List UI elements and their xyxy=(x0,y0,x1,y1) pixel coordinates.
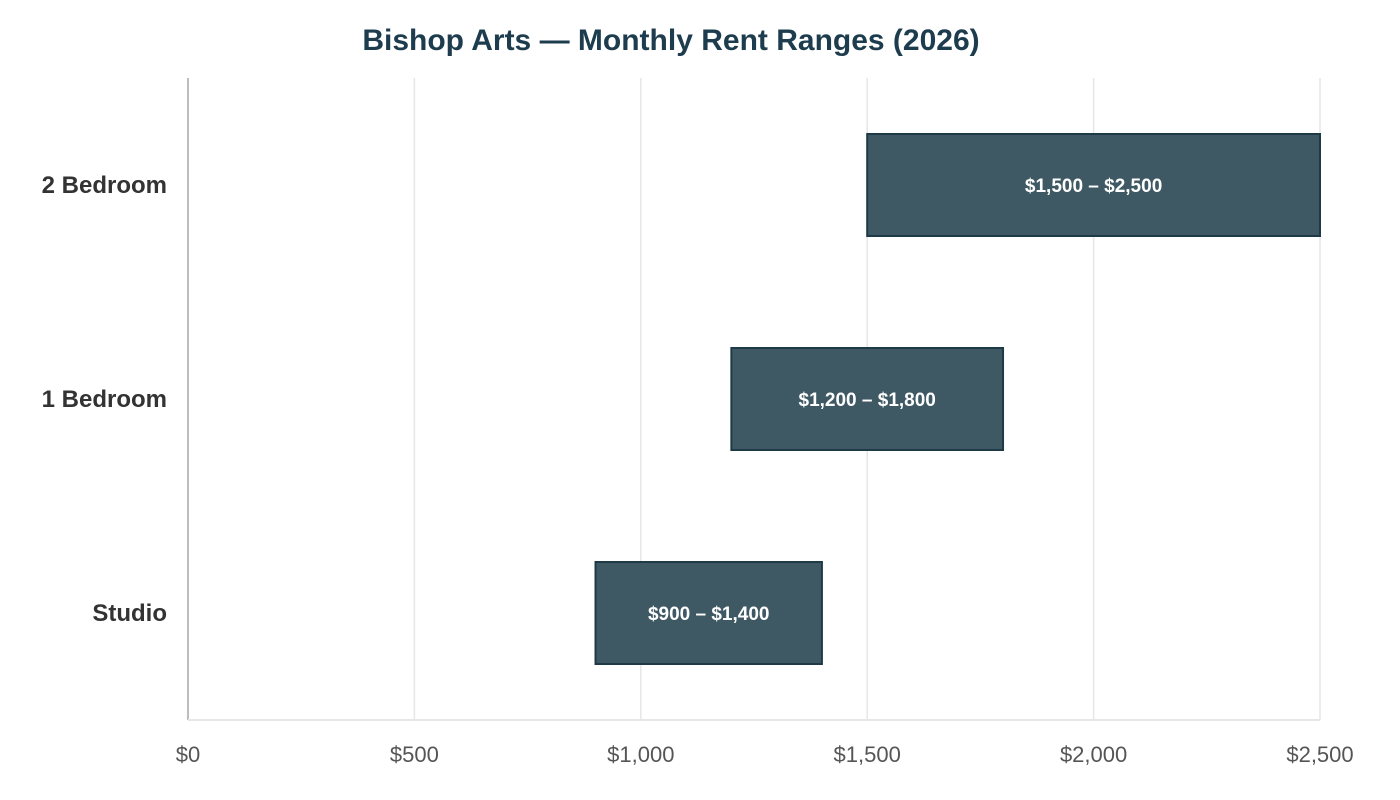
x-tick-label: $2,500 xyxy=(1286,742,1353,767)
x-tick-label: $2,000 xyxy=(1060,742,1127,767)
x-tick-label: $0 xyxy=(176,742,200,767)
x-tick-label: $1,500 xyxy=(834,742,901,767)
x-tick-label: $500 xyxy=(390,742,439,767)
category-label: Studio xyxy=(92,600,167,627)
category-label: 2 Bedroom xyxy=(42,172,167,199)
range-bar xyxy=(594,561,823,665)
labels: $0 $500 $1,000 $1,500 $2,000 $2,500 Studio $900… xyxy=(42,172,1354,767)
range-bar xyxy=(730,347,1005,451)
bar-data-label: $1,500 – $2,500 xyxy=(1025,176,1162,197)
bar-data-label: $900 – $1,400 xyxy=(648,604,770,625)
range-bar xyxy=(866,133,1321,237)
category-label: 1 Bedroom xyxy=(42,386,167,413)
x-tick-label: $1,000 xyxy=(607,742,674,767)
chart-title: Bishop Arts — Monthly Rent Ranges (2026) xyxy=(362,24,979,57)
bar-data-label: $1,200 – $1,800 xyxy=(799,390,936,411)
axes xyxy=(187,78,1320,721)
range-bars xyxy=(594,133,1321,665)
